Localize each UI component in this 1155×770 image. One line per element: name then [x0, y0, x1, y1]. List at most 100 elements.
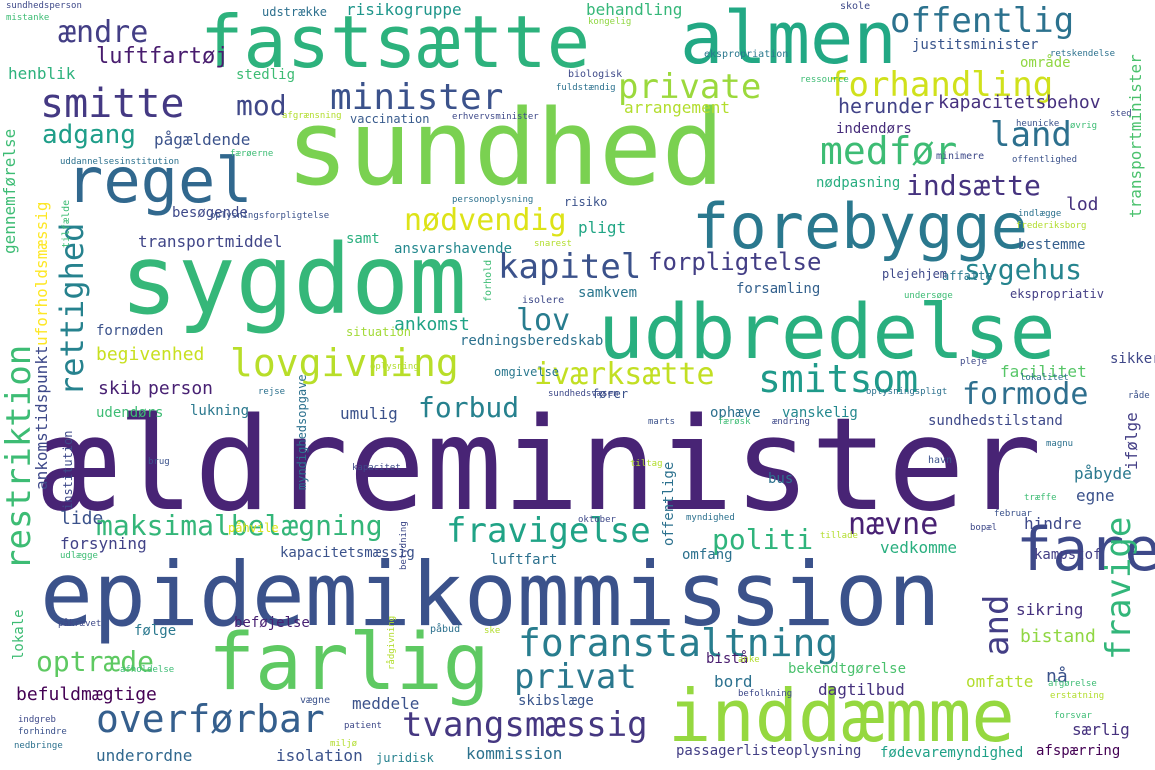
word-aeldreminister: ældreminister: [40, 391, 1042, 540]
word-kapacitetsmaessig: kapacitetsmæssig: [280, 545, 415, 561]
word-lovgivning: lovgivning: [230, 341, 459, 385]
word-naa: nå: [1046, 666, 1068, 687]
word-brug: brug: [148, 457, 170, 467]
word-lide: lide: [60, 508, 104, 529]
word-noedvendig: nødvendig: [404, 203, 567, 238]
word-offentlig: offentlig: [890, 1, 1075, 41]
word-transportminister: transportminister: [1126, 54, 1145, 218]
word-smitte: smitte: [40, 81, 185, 127]
word-minister: minister: [330, 77, 504, 118]
word-arrangement: arrangement: [624, 98, 730, 117]
word-frederiksborg: frederiksborg: [1016, 221, 1087, 231]
word-forhandling: forhandling: [828, 65, 1054, 105]
word-anke: anke: [738, 655, 760, 665]
word-traeffe: træffe: [1024, 493, 1057, 503]
word-marts: marts: [648, 417, 676, 427]
word-kapitel: kapitel: [498, 247, 642, 287]
word-forbud: forbud: [418, 391, 520, 424]
word-epidemikommission: epidemikommission: [40, 543, 941, 646]
word-biologisk: biologisk: [568, 69, 623, 80]
word-isolere: isolere: [522, 295, 565, 306]
word-myndighedsopgave: myndighedsopgave: [295, 374, 309, 490]
word-tiltag: tiltag: [630, 459, 663, 469]
word-fuldstaendig: fuldstændig: [556, 83, 616, 93]
word-ressource: ressource: [800, 75, 849, 85]
word-myndighed: myndighed: [686, 513, 735, 523]
word-skole: skole: [840, 1, 871, 12]
word-meddele: meddele: [352, 694, 420, 713]
word-erhvervsminister: erhvervsminister: [452, 112, 539, 122]
word-foedevaremyndighed: fødevaremyndighed: [880, 745, 1024, 761]
word-ophaeve: ophæve: [710, 405, 761, 421]
word-privat: privat: [514, 657, 637, 697]
word-fornoeden: fornøden: [96, 323, 164, 339]
word-paagaeldende: pågældende: [154, 130, 251, 149]
word-bestemme: bestemme: [1018, 237, 1086, 253]
word-skibslaege: skibslæge: [518, 693, 594, 709]
word-begivenhed: begivenhed: [96, 344, 205, 365]
word-ifoelge: ifølge: [1122, 412, 1141, 470]
word-underordne: underordne: [96, 746, 193, 765]
word-foerer: fører: [592, 387, 629, 401]
word-herunder: herunder: [838, 94, 935, 118]
word-personoplysning: personoplysning: [452, 195, 534, 205]
word-havn: havn: [928, 455, 953, 466]
word-saerlig: særlig: [1072, 720, 1130, 739]
word-gennemfoerelse: gennemførelse: [0, 128, 19, 254]
word-besoegende: besøgende: [172, 205, 248, 221]
word-farlig: farlig: [208, 618, 490, 708]
word-luftfart: luftfart: [490, 552, 558, 568]
word-foranstaltning: foranstaltning: [518, 621, 839, 665]
word-indsaette: indsætte: [906, 169, 1041, 202]
word-restriktion: restriktion: [0, 344, 39, 570]
word-indgreb: indgreb: [18, 715, 56, 725]
word-paakraevet: påkrævet: [58, 619, 102, 629]
word-forsvar: forsvar: [1054, 711, 1092, 721]
word-oplysningspligt: oplysningspligt: [866, 387, 948, 397]
word-betydning: betydning: [399, 521, 409, 570]
word-afspaerring: afspærring: [1036, 743, 1121, 759]
word-naevne: nævne: [848, 507, 939, 542]
word-skib: skib: [98, 378, 142, 399]
word-indendoers: indendørs: [836, 121, 912, 137]
word-afgraensning: afgrænsning: [282, 111, 342, 121]
word-aendring: ændring: [772, 417, 810, 427]
word-oevrig: øvrig: [1070, 121, 1098, 131]
word-formode: formode: [962, 377, 1089, 412]
word-forhindre: forhindre: [18, 727, 67, 737]
word-lokalitet: lokalitet: [1020, 373, 1069, 383]
word-snarest: snarest: [534, 239, 572, 249]
word-forebygge: forebygge: [692, 190, 1028, 263]
word-juridisk: juridisk: [376, 751, 434, 765]
word-pleje: pleje: [960, 357, 988, 367]
word-bekendtgoerelse: bekendtgørelse: [788, 661, 907, 677]
word-bistaa: bistå: [706, 651, 749, 667]
word-heunicke: heunicke: [1016, 119, 1060, 129]
word-aendre: ændre: [58, 15, 149, 50]
word-sundhedsperson: sundhedsperson: [6, 1, 82, 11]
word-forsamling: forsamling: [736, 281, 821, 297]
word-situation: situation: [346, 325, 412, 339]
word-oktober: oktober: [578, 515, 616, 525]
word-land: land: [990, 115, 1072, 155]
word-transportmiddel: transportmiddel: [138, 232, 283, 251]
word-sygdom: sygdom: [120, 224, 467, 336]
word-plejehjem: plejehjem: [882, 267, 948, 281]
word-ivaerksaette: iværksætte: [534, 357, 715, 392]
word-uforholdsmaessig: uforholdsmæssig: [32, 201, 51, 347]
word-magnu: magnu: [1046, 439, 1074, 449]
word-private: private: [618, 67, 762, 107]
word-optraede: optræde: [36, 645, 155, 678]
word-minimere: minimere: [936, 151, 985, 162]
word-rejse: rejse: [258, 387, 286, 397]
word-miljoe: miljø: [330, 739, 358, 749]
word-ske: ske: [484, 626, 501, 636]
word-paabyde: påbyde: [1074, 464, 1132, 483]
word-faeroeerne: færøerne: [230, 149, 274, 159]
word-almen: almen: [680, 0, 897, 80]
word-politi: politi: [712, 523, 814, 556]
word-overfoerbar: overførbar: [96, 697, 325, 741]
word-dagtilbud: dagtilbud: [818, 680, 905, 699]
word-forsyning: forsyning: [60, 534, 147, 553]
word-undersoege: undersøge: [904, 291, 953, 301]
